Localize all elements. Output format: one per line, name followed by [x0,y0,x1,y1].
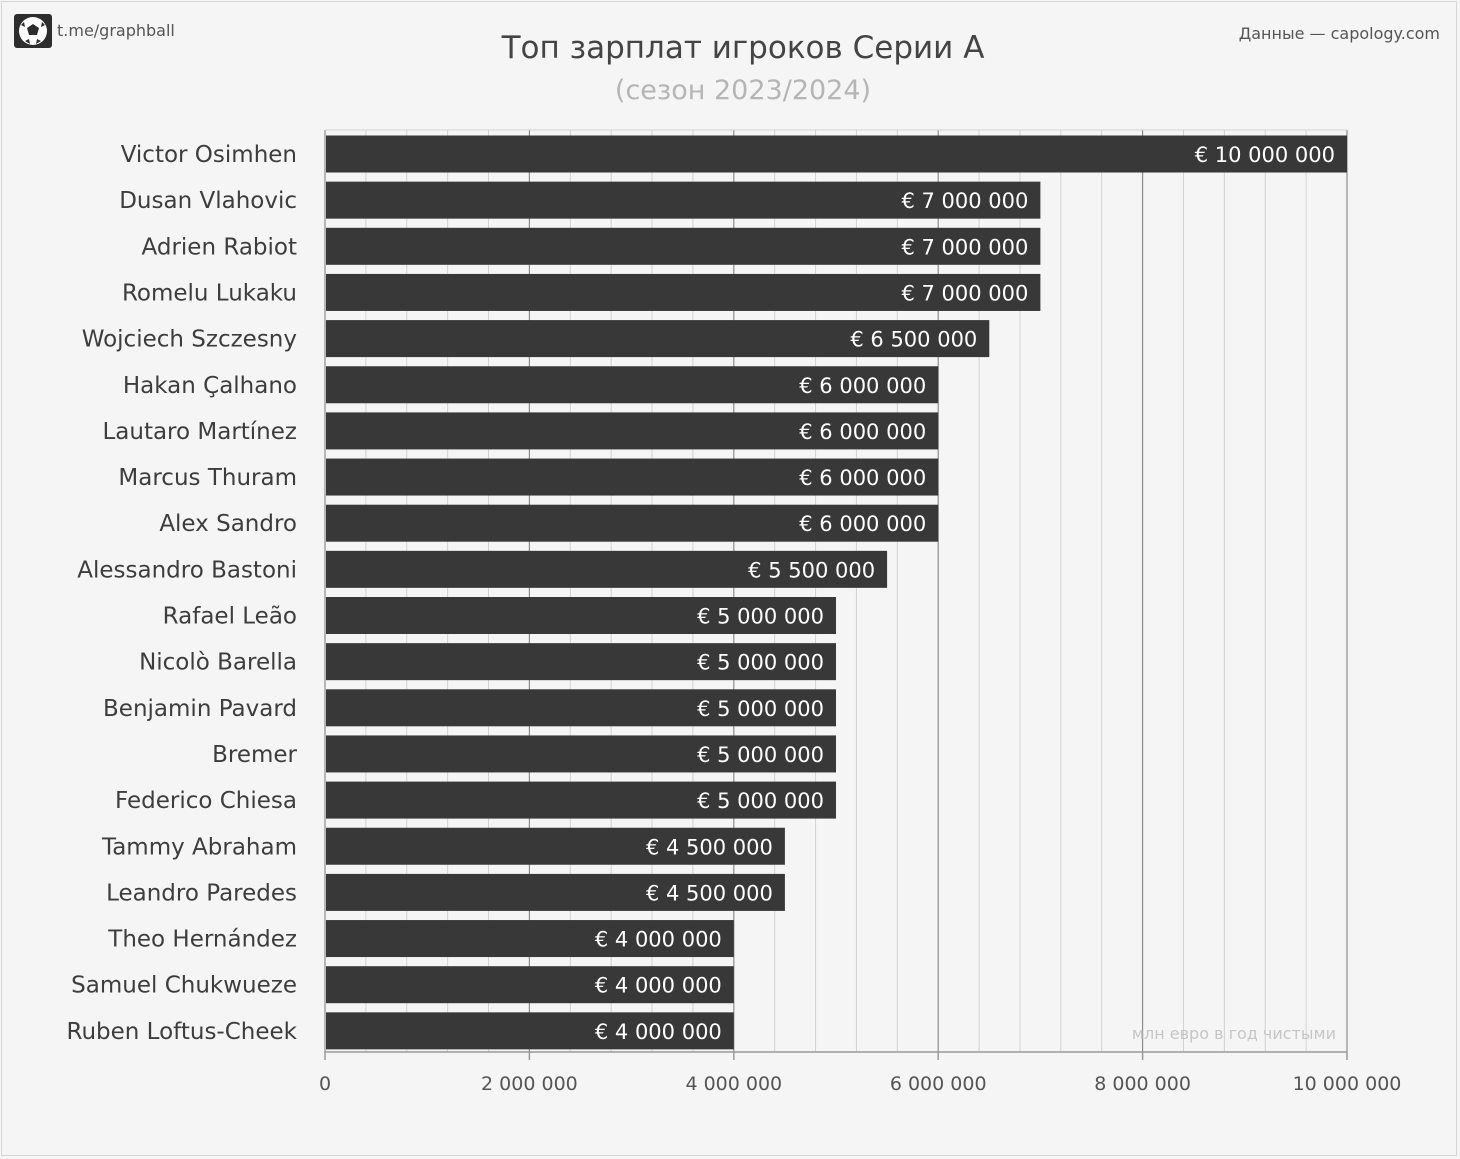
category-label: Hakan Çalhano [123,373,297,399]
bar [326,458,939,496]
bar-value-label: € 5 000 000 [697,651,824,675]
bar-value-label: € 5 000 000 [697,743,824,767]
x-tick-label: 2 000 000 [481,1073,578,1095]
bar [326,135,1347,173]
chart-title: Топ зарплат игроков Серии А [501,30,985,66]
bar [326,181,1041,219]
bar-value-label: € 5 000 000 [697,789,824,813]
source-credit: Данные — capology.com [1238,24,1440,43]
bar [326,689,836,727]
x-tick-label: 10 000 000 [1293,1073,1402,1095]
bar [326,366,939,404]
bar-value-label: € 4 000 000 [595,974,722,998]
category-label: Samuel Chukwueze [71,973,297,999]
category-label: Victor Osimhen [121,142,297,168]
category-label: Benjamin Pavard [103,696,297,722]
category-label: Bremer [212,742,297,768]
category-label: Dusan Vlahovic [119,188,297,214]
bar-value-label: € 10 000 000 [1195,143,1335,167]
bar-value-label: € 7 000 000 [901,235,1028,259]
category-label: Lautaro Martínez [102,419,297,445]
bar-value-label: € 4 000 000 [595,928,722,952]
graphball-logo-icon [14,14,52,48]
category-label: Ruben Loftus-Cheek [67,1019,298,1045]
category-label: Leandro Paredes [106,880,297,906]
category-label: Rafael Leão [163,604,297,630]
bar [326,781,836,819]
units-note: млн евро в год чистыми [1132,1024,1336,1043]
bar [326,735,836,773]
bar [326,504,939,542]
bar-value-label: € 6 000 000 [799,512,926,536]
bar [326,412,939,450]
category-label: Romelu Lukaku [122,280,297,306]
bar [326,827,785,865]
x-tick-label: 6 000 000 [890,1073,987,1095]
x-tick-label: 8 000 000 [1094,1073,1191,1095]
category-label: Marcus Thuram [118,465,297,491]
bar [326,597,836,634]
bar [326,550,888,588]
category-label: Federico Chiesa [115,788,297,814]
bar-value-label: € 5 000 000 [697,697,824,721]
category-label: Tammy Abraham [101,834,297,860]
bar [326,920,734,958]
category-label: Alex Sandro [159,511,297,537]
bar [326,873,785,911]
bar-value-label: € 4 500 000 [646,835,773,859]
bar-value-label: € 6 500 000 [850,328,977,352]
bar-value-label: € 6 000 000 [799,466,926,490]
bar [326,966,734,1004]
bar-value-label: € 7 000 000 [901,281,1028,305]
bar-value-label: € 5 000 000 [697,605,824,629]
category-label: Wojciech Szczesny [82,327,297,353]
bar-value-label: € 5 500 000 [748,558,875,582]
bar [326,273,1041,311]
chart-subtitle: (сезон 2023/2024) [614,75,872,106]
brand-link[interactable]: t.me/graphball [57,21,175,40]
category-label: Theo Hernández [107,927,297,953]
bar-value-label: € 4 500 000 [646,881,773,905]
category-label: Alessandro Bastoni [77,557,297,583]
bar [326,643,836,681]
x-tick-label: 4 000 000 [685,1073,782,1095]
bar-value-label: € 6 000 000 [799,374,926,398]
x-tick-label: 0 [319,1073,331,1095]
category-label: Nicolò Barella [139,650,297,676]
bar-value-label: € 6 000 000 [799,420,926,444]
bar-value-label: € 4 000 000 [595,1020,722,1044]
bar [326,320,990,358]
bar [326,227,1041,265]
category-label: Adrien Rabiot [142,234,297,260]
bar-value-label: € 7 000 000 [901,189,1028,213]
bar [326,1012,734,1050]
